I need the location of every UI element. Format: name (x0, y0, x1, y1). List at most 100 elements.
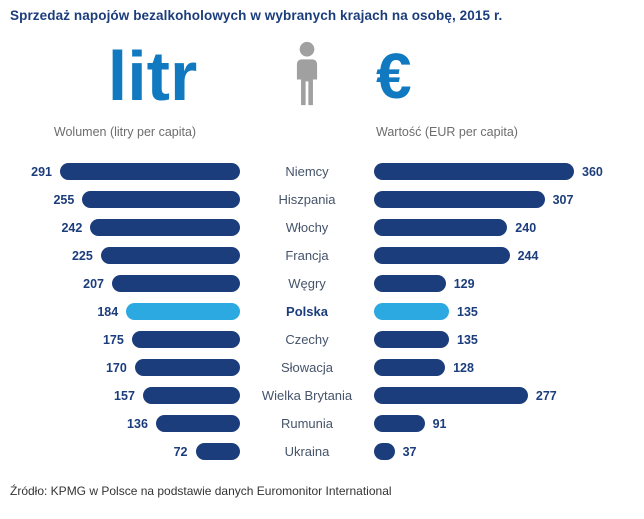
value-value-label: 360 (582, 164, 603, 179)
chart-header: litr € Wolumen (litry per capita) Wartoś… (10, 39, 634, 141)
right-axis-label: Wartość (EUR per capita) (376, 125, 518, 139)
value-value-label: 91 (432, 416, 447, 431)
value-cell: 360 (374, 163, 634, 180)
right-unit-block: € (374, 39, 634, 113)
country-label: Niemcy (285, 164, 329, 179)
chart-row: 175 Czechy 135 (10, 331, 634, 348)
volume-value-label: 255 (53, 192, 75, 207)
volume-bar (195, 443, 240, 460)
volume-cell: 242 (10, 219, 240, 236)
country-label: Czechy (285, 332, 329, 347)
volume-cell: 255 (10, 191, 240, 208)
chart-row: 242 Włochy 240 (10, 219, 634, 236)
left-axis-label: Wolumen (litry per capita) (53, 125, 197, 139)
value-value-label: 307 (552, 192, 574, 207)
chart-row: 207 Węgry 129 (10, 275, 634, 292)
value-cell: 128 (374, 359, 634, 376)
country-label: Ukraina (284, 444, 330, 459)
chart-row: 157 Wielka Brytania 277 (10, 387, 634, 404)
chart-row: 136 Rumunia 91 (10, 415, 634, 432)
value-cell: 129 (374, 275, 634, 292)
chart-row: 225 Francja 244 (10, 247, 634, 264)
value-bar (374, 303, 449, 320)
value-value-label: 240 (515, 220, 537, 235)
value-value-label: 277 (535, 388, 557, 403)
chart-row: 291 Niemcy 360 (10, 163, 634, 180)
value-cell: 307 (374, 191, 634, 208)
volume-bar (82, 191, 240, 208)
value-bar (374, 443, 395, 460)
volume-bar (60, 163, 240, 180)
volume-bar (155, 415, 240, 432)
volume-cell: 136 (10, 415, 240, 432)
value-bar (374, 331, 449, 348)
center-icon-block (240, 39, 374, 113)
value-value-label: 135 (457, 332, 478, 347)
country-label: Rumunia (280, 416, 334, 431)
value-bar (374, 219, 508, 236)
country-label: Hiszpania (278, 192, 336, 207)
volume-bar (126, 303, 240, 320)
source-note: Źródło: KPMG w Polsce na podstawie danyc… (10, 484, 392, 498)
country-label: Węgry (288, 276, 326, 291)
value-value-label: 128 (453, 360, 474, 375)
value-bar (374, 415, 425, 432)
value-cell: 37 (374, 443, 634, 460)
volume-value-label: 175 (102, 332, 124, 347)
value-cell: 277 (374, 387, 634, 404)
value-value-label: 135 (457, 304, 478, 319)
country-label: Wielka Brytania (261, 388, 353, 403)
chart-rows: 291 Niemcy 360 255 Hiszpania 307 242 Włochy 240 2… (10, 163, 634, 460)
volume-cell: 225 (10, 247, 240, 264)
euro-unit-label: € (376, 40, 412, 112)
volume-cell: 170 (10, 359, 240, 376)
volume-value-label: 170 (105, 360, 127, 375)
volume-bar (112, 275, 240, 292)
volume-cell: 291 (10, 163, 240, 180)
volume-value-label: 136 (127, 416, 148, 431)
axis-label-spacer (240, 113, 374, 141)
country-label: Francja (285, 248, 329, 263)
volume-value-label: 225 (71, 248, 93, 263)
volume-bar (131, 331, 240, 348)
page-title: Sprzedaż napojów bezalkoholowych w wybra… (10, 8, 503, 23)
value-value-label: 244 (517, 248, 539, 263)
volume-bar (100, 247, 240, 264)
chart-row: 170 Słowacja 128 (10, 359, 634, 376)
value-bar (374, 359, 446, 376)
country-label: Włochy (285, 220, 329, 235)
chart-row: 72 Ukraina 37 (10, 443, 634, 460)
volume-value-label: 291 (31, 164, 52, 179)
value-bar (374, 275, 446, 292)
volume-cell: 175 (10, 331, 240, 348)
value-cell: 244 (374, 247, 634, 264)
value-value-label: 37 (402, 444, 417, 459)
country-label: Słowacja (280, 360, 334, 375)
value-cell: 91 (374, 415, 634, 432)
volume-cell: 72 (10, 443, 240, 460)
liter-unit-label: litr (107, 37, 198, 115)
volume-bar (134, 359, 240, 376)
value-bar (374, 191, 545, 208)
value-bar (374, 387, 528, 404)
volume-value-label: 242 (61, 220, 83, 235)
value-bar (374, 247, 510, 264)
volume-cell: 157 (10, 387, 240, 404)
value-value-label: 129 (453, 276, 475, 291)
value-bar (374, 163, 574, 180)
volume-cell: 207 (10, 275, 240, 292)
volume-value-label: 207 (83, 276, 104, 291)
chart-row: 184 Polska 135 (10, 303, 634, 320)
volume-value-label: 157 (114, 388, 135, 403)
value-cell: 135 (374, 331, 634, 348)
country-label: Polska (286, 304, 328, 319)
volume-bar (142, 387, 240, 404)
person-icon (291, 41, 323, 112)
volume-value-label: 184 (97, 304, 119, 319)
volume-bar (90, 219, 240, 236)
left-unit-block: litr (10, 39, 240, 113)
value-cell: 240 (374, 219, 634, 236)
volume-cell: 184 (10, 303, 240, 320)
value-cell: 135 (374, 303, 634, 320)
